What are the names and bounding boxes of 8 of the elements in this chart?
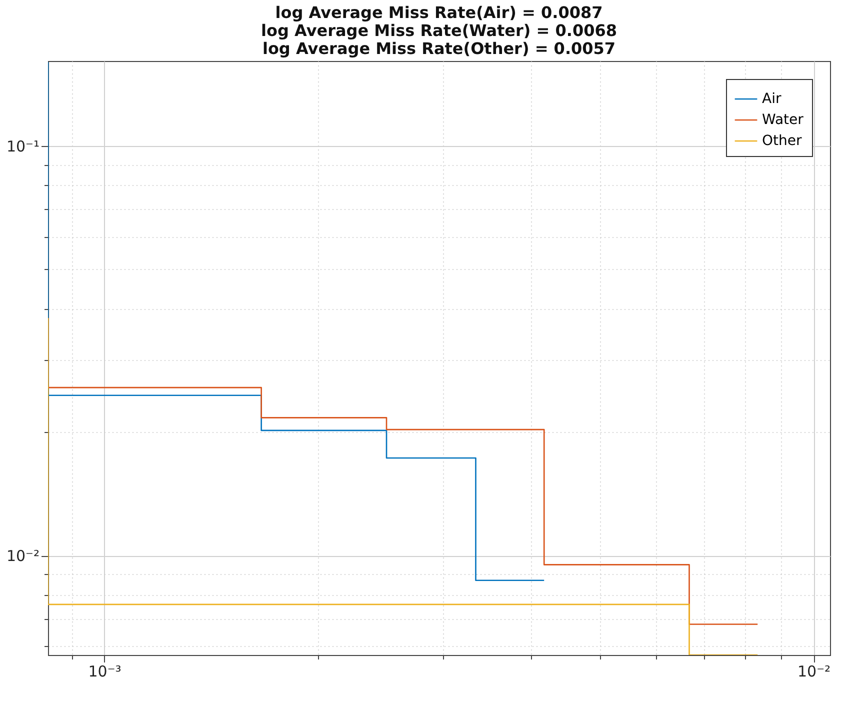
x-tick-label: 10⁻³: [88, 662, 122, 680]
text: log Average Miss Rate(Air) = 0.0087: [275, 3, 603, 22]
legend-label: Air: [762, 91, 782, 107]
text: log Average Miss Rate(Water) = 0.0068: [261, 21, 617, 40]
text: log Average Miss Rate(Other) = 0.0057: [262, 39, 616, 58]
y-tick-label: 10⁻¹: [6, 137, 40, 156]
legend-label: Water: [762, 112, 804, 128]
legend-label: Other: [762, 133, 802, 149]
